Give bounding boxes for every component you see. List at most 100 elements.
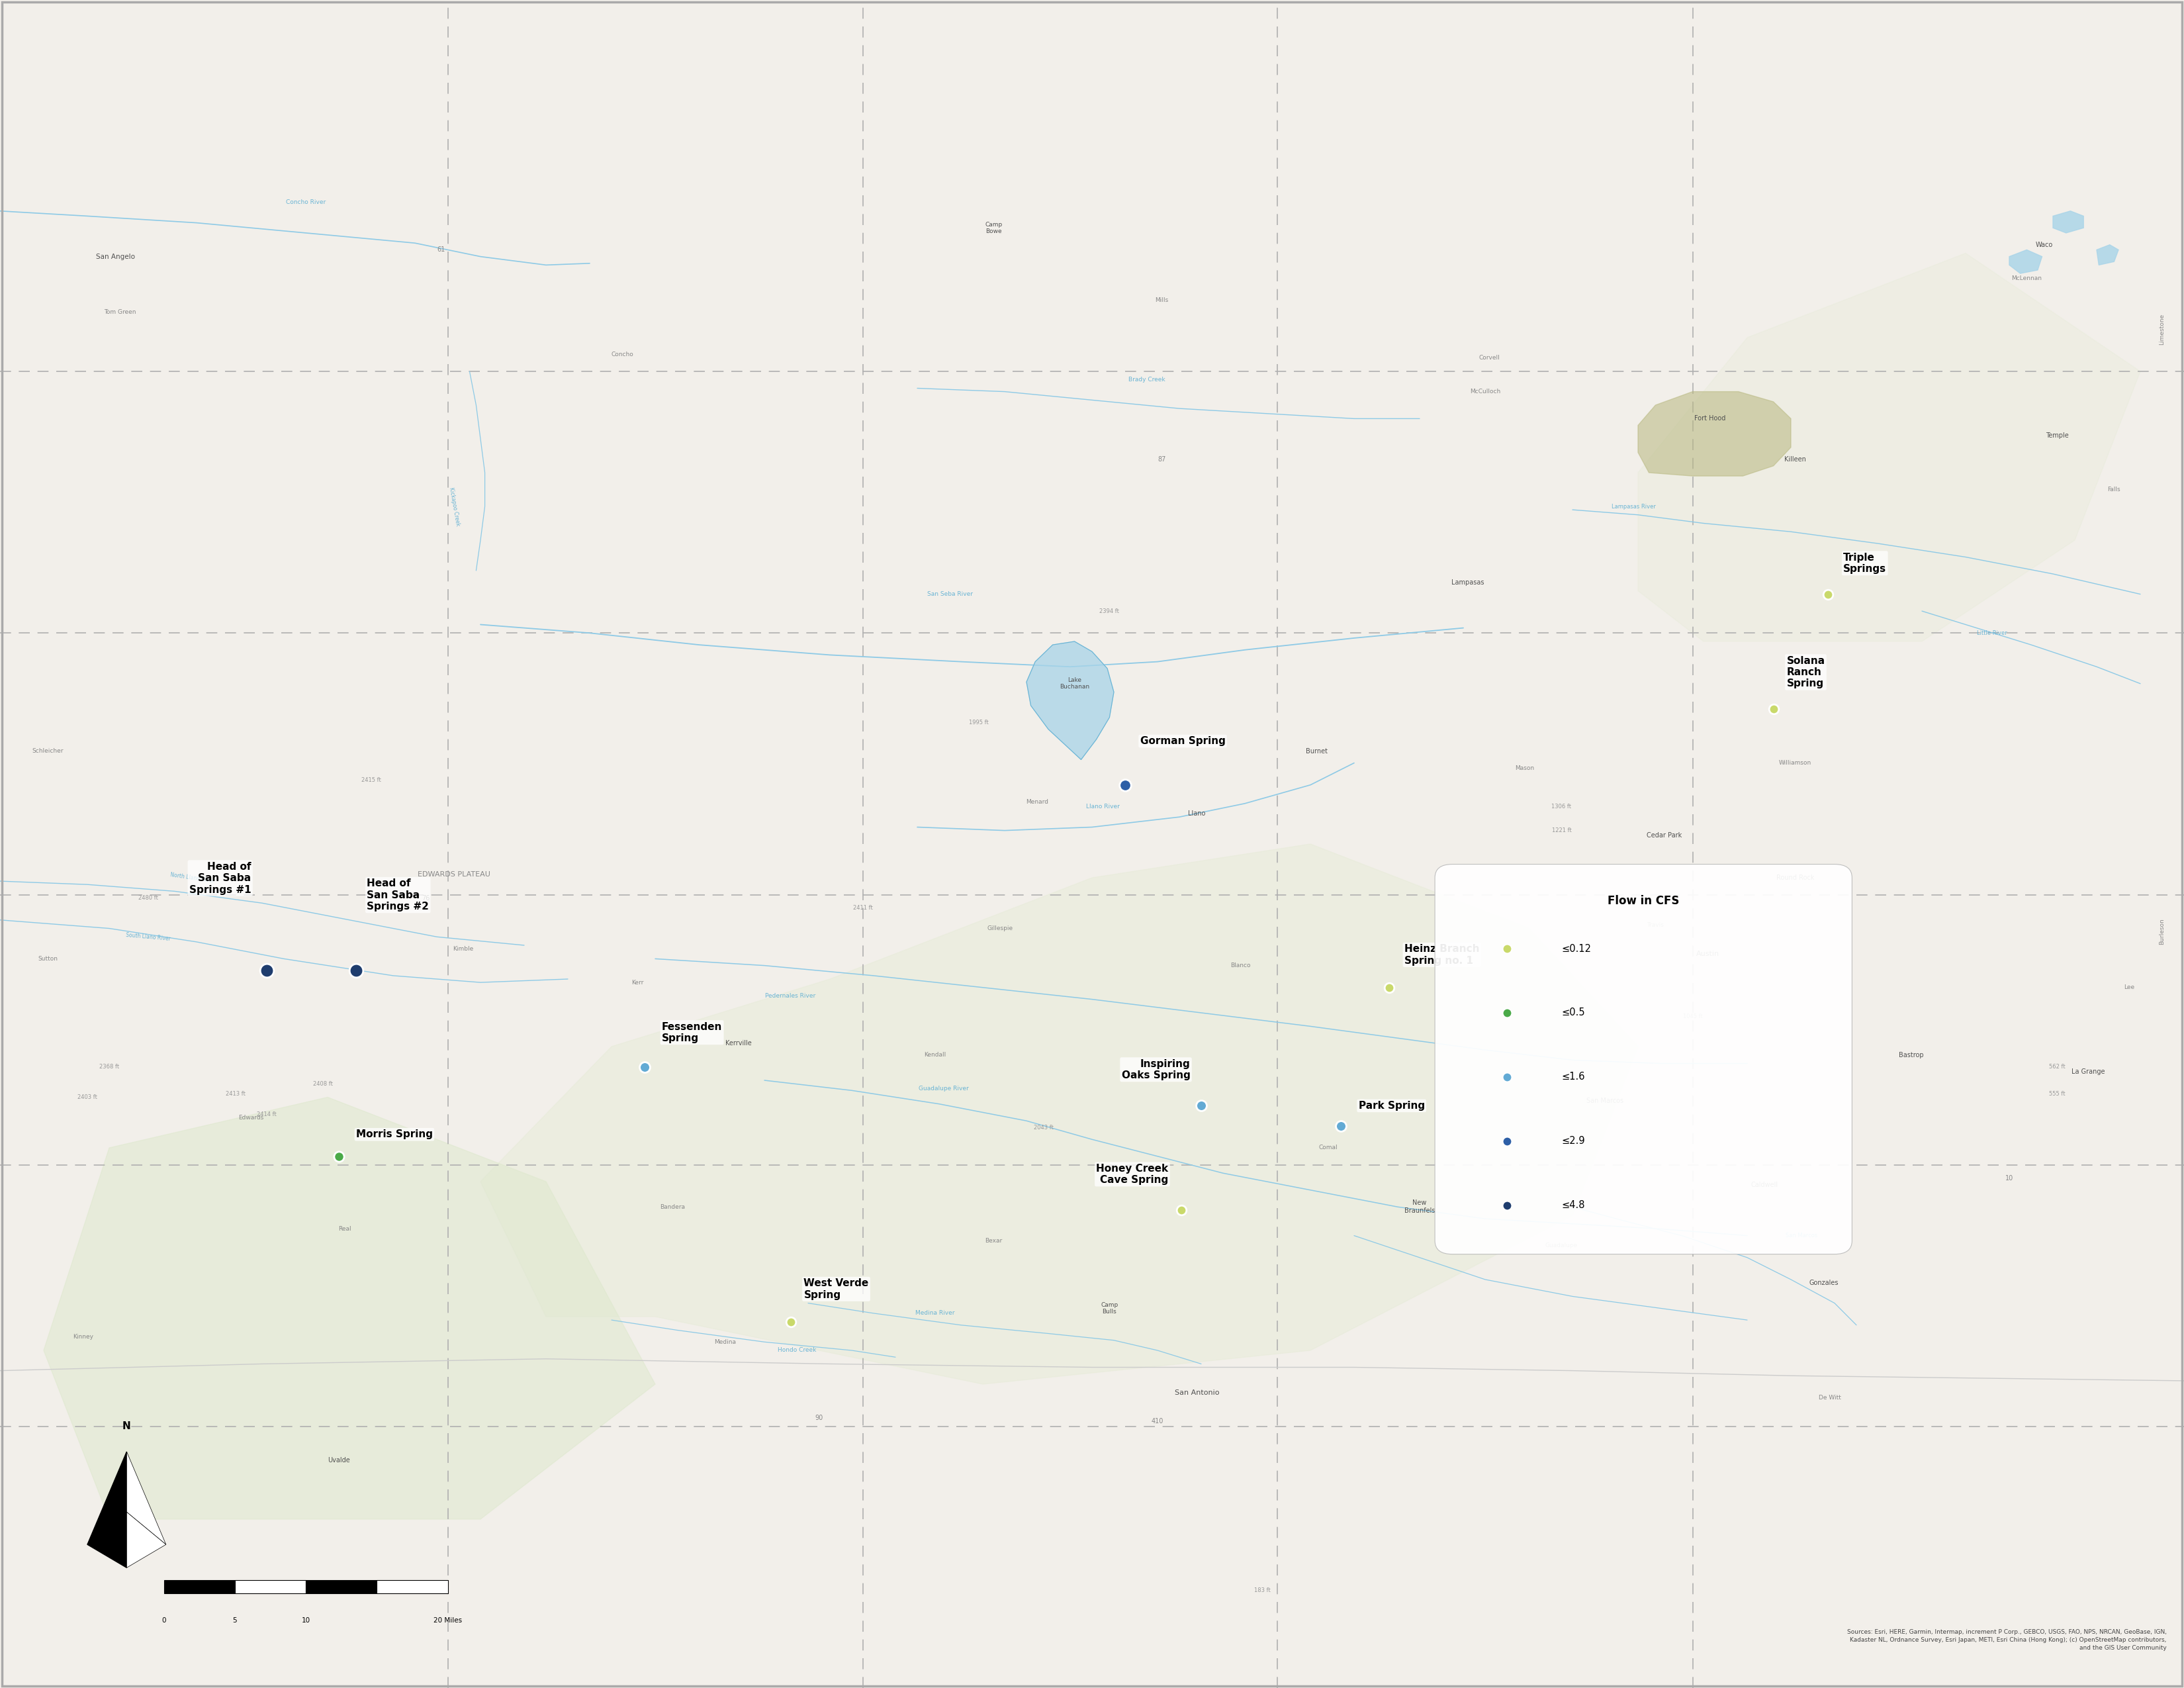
Text: Tom Green: Tom Green (105, 309, 135, 316)
Text: Heinz Branch
Spring no. 1: Heinz Branch Spring no. 1 (1404, 944, 1479, 966)
Text: Kinney: Kinney (72, 1334, 94, 1340)
Bar (236, 1580, 306, 1593)
Polygon shape (127, 1452, 166, 1545)
Text: EDWARDS PLATEAU: EDWARDS PLATEAU (417, 871, 491, 878)
Text: McLennan: McLennan (2011, 275, 2042, 282)
Text: Lampasas: Lampasas (1452, 579, 1485, 586)
Point (1107, 771, 1142, 798)
Text: 61: 61 (437, 246, 446, 253)
Text: Corvell: Corvell (1479, 354, 1500, 361)
Polygon shape (2009, 250, 2042, 273)
Text: Falls: Falls (2108, 486, 2121, 493)
Text: Lee: Lee (2125, 984, 2134, 991)
Text: ≤0.5: ≤0.5 (1562, 1008, 1586, 1018)
Text: 90: 90 (815, 1415, 823, 1421)
Text: Camp
Bulls: Camp Bulls (1101, 1301, 1118, 1315)
Point (1489, 1192, 1524, 1219)
Text: 2403 ft: 2403 ft (76, 1094, 98, 1101)
Text: Llano: Llano (1188, 810, 1206, 817)
Text: Schleicher: Schleicher (33, 748, 63, 755)
Point (321, 1143, 356, 1170)
Text: Kerr: Kerr (631, 979, 644, 986)
Point (1184, 1092, 1219, 1119)
Text: Kimble: Kimble (452, 945, 474, 952)
Polygon shape (87, 1452, 127, 1545)
Text: De Witt: De Witt (1819, 1394, 1841, 1401)
Text: New
Braunfels: New Braunfels (1404, 1200, 1435, 1214)
Text: Medina River: Medina River (915, 1310, 954, 1317)
Text: Waco: Waco (2035, 241, 2053, 248)
Text: Kerrville: Kerrville (725, 1040, 751, 1047)
Text: Brady Creek: Brady Creek (1129, 376, 1164, 383)
Text: 76: 76 (422, 895, 430, 901)
Text: ≤1.6: ≤1.6 (1562, 1072, 1586, 1082)
Text: 5: 5 (232, 1617, 238, 1624)
Text: Comal: Comal (1319, 1144, 1337, 1151)
Text: Flow in CFS: Flow in CFS (1607, 895, 1679, 906)
Text: San Marcos: San Marcos (1586, 1097, 1625, 1104)
Text: Edwards: Edwards (238, 1114, 264, 1121)
Text: Kendall: Kendall (924, 1052, 946, 1058)
Text: Limestone: Limestone (2160, 314, 2164, 344)
Polygon shape (2097, 245, 2118, 265)
Text: Real: Real (339, 1225, 352, 1232)
Text: North Llano River: North Llano River (170, 871, 214, 885)
Bar (376, 1580, 448, 1593)
Text: San Marcos: San Marcos (1787, 1232, 1817, 1239)
Text: San Seba River: San Seba River (928, 591, 972, 598)
Text: La Grange: La Grange (2070, 1069, 2105, 1075)
Text: Medina: Medina (714, 1339, 736, 1345)
Text: Concho River: Concho River (286, 199, 325, 206)
Polygon shape (87, 1512, 127, 1568)
Point (773, 1308, 808, 1335)
Text: 20 Miles: 20 Miles (432, 1617, 463, 1624)
Text: 1221 ft: 1221 ft (1551, 827, 1572, 834)
Point (1372, 974, 1406, 1001)
Polygon shape (2053, 211, 2084, 233)
Text: San Angelo: San Angelo (96, 253, 135, 260)
Text: 2408 ft: 2408 ft (312, 1080, 334, 1087)
Text: 2415 ft: 2415 ft (360, 776, 382, 783)
Text: Travis: Travis (1647, 922, 1664, 928)
Text: 10: 10 (2005, 1175, 2014, 1182)
Text: ≤4.8: ≤4.8 (1562, 1200, 1586, 1210)
Text: Bexar: Bexar (985, 1237, 1002, 1244)
Text: 562 ft: 562 ft (2049, 1063, 2066, 1070)
Text: Round Rock: Round Rock (1776, 874, 1815, 881)
Text: Mason: Mason (1516, 765, 1533, 771)
Text: Cedar Park: Cedar Park (1647, 832, 1682, 839)
Point (1489, 1063, 1524, 1090)
Text: Bastrop: Bastrop (1898, 1052, 1924, 1058)
Text: Fort Hood: Fort Hood (1695, 415, 1725, 422)
Text: Killeen: Killeen (1784, 456, 1806, 463)
Text: Guadalupe: Guadalupe (1546, 1242, 1577, 1249)
Text: 2043 ft: 2043 ft (1033, 1124, 1055, 1131)
Text: 183 ft: 183 ft (1254, 1587, 1271, 1593)
Text: 2413 ft: 2413 ft (225, 1090, 247, 1097)
Bar (306, 1580, 376, 1593)
Polygon shape (127, 1512, 166, 1568)
Point (1489, 1128, 1524, 1155)
Text: 2411 ft: 2411 ft (852, 905, 874, 912)
Text: Fessenden
Spring: Fessenden Spring (662, 1021, 723, 1043)
FancyBboxPatch shape (1435, 864, 1852, 1254)
Point (339, 957, 373, 984)
Polygon shape (1638, 392, 1791, 476)
Point (1811, 581, 1845, 608)
Text: 1045 ft: 1045 ft (1682, 1013, 1704, 1020)
Text: Burnet: Burnet (1306, 748, 1328, 755)
Text: South Llano River: South Llano River (127, 932, 170, 942)
Text: ≤2.9: ≤2.9 (1562, 1136, 1586, 1146)
Text: Inspiring
Oaks Spring: Inspiring Oaks Spring (1123, 1058, 1190, 1080)
Bar (164, 1580, 236, 1593)
Text: 2368 ft: 2368 ft (98, 1063, 120, 1070)
Text: 1995 ft: 1995 ft (968, 719, 989, 726)
Text: 10: 10 (301, 1617, 310, 1624)
Polygon shape (480, 844, 1638, 1384)
Point (1164, 1197, 1199, 1224)
Text: 2480 ft: 2480 ft (138, 895, 159, 901)
Text: Sources: Esri, HERE, Garmin, Intermap, increment P Corp., GEBCO, USGS, FAO, NPS,: Sources: Esri, HERE, Garmin, Intermap, i… (1848, 1629, 2167, 1651)
Text: Blanco: Blanco (1230, 962, 1251, 969)
Point (249, 957, 284, 984)
Text: Gorman Spring: Gorman Spring (1140, 736, 1225, 746)
